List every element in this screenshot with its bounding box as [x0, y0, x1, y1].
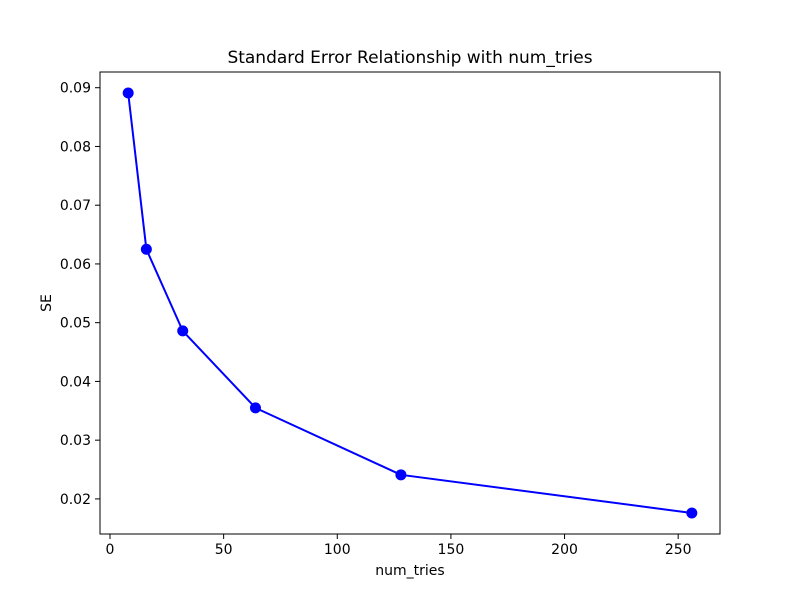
data-point-marker	[177, 325, 189, 337]
x-tick-label: 50	[215, 542, 233, 558]
data-point-marker	[140, 243, 152, 255]
y-tick-label: 0.02	[60, 492, 91, 508]
data-point-marker	[249, 402, 261, 414]
y-tick-label: 0.03	[60, 433, 91, 449]
chart-title: Standard Error Relationship with num_tri…	[227, 48, 592, 68]
data-point-marker	[122, 87, 134, 99]
y-tick-label: 0.05	[60, 316, 91, 332]
y-tick-label: 0.09	[60, 81, 91, 97]
axes-frame	[99, 71, 721, 535]
y-tick-label: 0.07	[60, 198, 91, 214]
y-axis-label: SE	[39, 294, 55, 312]
data-line	[127, 92, 692, 514]
y-tick-label: 0.04	[60, 374, 91, 390]
y-tick-label: 0.08	[60, 139, 91, 155]
data-point-marker	[395, 469, 407, 481]
x-tick-label: 250	[665, 542, 692, 558]
x-tick-label: 200	[551, 542, 578, 558]
x-tick-label: 150	[438, 542, 465, 558]
plot-area: 0 50 100 150 200 250 0.02 0.03 0.04 0.05 0.06 0.07 0…	[60, 71, 721, 558]
x-axis-label: num_tries	[375, 563, 444, 579]
data-point-marker	[686, 507, 698, 519]
x-tick-label: 100	[324, 542, 351, 558]
y-tick-label: 0.06	[60, 257, 91, 273]
x-tick-label: 0	[106, 542, 115, 558]
